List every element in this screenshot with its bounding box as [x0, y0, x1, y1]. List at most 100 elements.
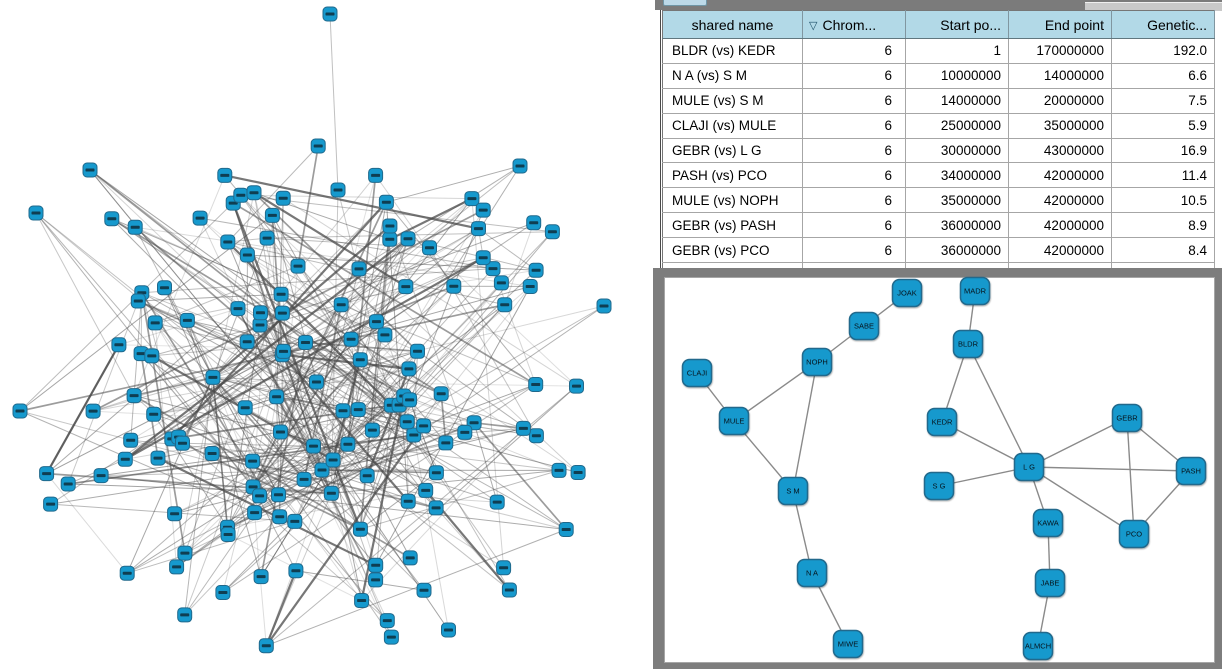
table-cell[interactable]: 6: [802, 212, 906, 239]
table-cell[interactable]: 25000000: [905, 113, 1009, 139]
graph-node[interactable]: [130, 293, 146, 309]
graph-node[interactable]: [418, 482, 434, 498]
graph-node[interactable]: [528, 262, 544, 278]
graph-node[interactable]: [333, 297, 349, 313]
graph-node[interactable]: [368, 557, 384, 573]
graph-node-PASH[interactable]: PASH: [1175, 456, 1207, 486]
graph-node[interactable]: [368, 572, 384, 588]
table-cell[interactable]: 6: [802, 113, 906, 139]
graph-node[interactable]: [179, 312, 195, 328]
graph-node[interactable]: [379, 613, 395, 629]
graph-node[interactable]: [400, 493, 416, 509]
graph-node[interactable]: [596, 298, 612, 314]
graph-node[interactable]: [287, 513, 303, 529]
cell-shared-name[interactable]: N A (vs) S M: [662, 63, 803, 89]
table-cell[interactable]: 6.6: [1111, 63, 1215, 89]
graph-node[interactable]: [253, 305, 268, 321]
table-cell[interactable]: 14000000: [1008, 63, 1112, 89]
graph-node[interactable]: [330, 182, 346, 198]
graph-node[interactable]: [323, 485, 339, 501]
graph-node[interactable]: [273, 286, 289, 302]
table-cell[interactable]: 42000000: [1008, 237, 1112, 264]
graph-node[interactable]: [146, 406, 162, 422]
graph-node[interactable]: [570, 465, 586, 480]
graph-node[interactable]: [220, 527, 236, 542]
graph-node[interactable]: [272, 509, 288, 525]
graph-node[interactable]: [359, 468, 375, 484]
graph-node[interactable]: [402, 550, 418, 566]
graph-node[interactable]: [485, 261, 501, 277]
table-cell[interactable]: 10.5: [1111, 187, 1215, 214]
graph-node[interactable]: [489, 494, 505, 510]
table-cell[interactable]: 7.5: [1111, 88, 1215, 114]
graph-node[interactable]: [382, 231, 398, 247]
graph-node[interactable]: [271, 487, 286, 503]
table-row[interactable]: MULE (vs) S M 6 14000000 20000000 7.5: [662, 88, 1215, 114]
graph-node-KEDR[interactable]: KEDR: [926, 407, 958, 437]
table-row[interactable]: N A (vs) S M 6 10000000 14000000 6.6: [662, 63, 1215, 89]
table-cell[interactable]: 6: [802, 138, 906, 164]
graph-node[interactable]: [288, 563, 304, 579]
graph-node[interactable]: [501, 582, 517, 598]
graph-node[interactable]: [438, 435, 454, 451]
graph-node[interactable]: [290, 258, 306, 274]
graph-node[interactable]: [475, 202, 491, 218]
graph-node[interactable]: [378, 194, 394, 210]
graph-node[interactable]: [352, 352, 368, 368]
graph-node[interactable]: [528, 428, 544, 444]
graph-node[interactable]: [274, 305, 290, 321]
cell-shared-name[interactable]: GEBR (vs) PASH: [662, 212, 803, 239]
graph-node[interactable]: [377, 327, 393, 343]
graph-node[interactable]: [441, 622, 456, 638]
graph-node-LG[interactable]: L G: [1013, 452, 1045, 482]
graph-node[interactable]: [111, 337, 127, 353]
graph-node-SABE[interactable]: SABE: [848, 311, 880, 341]
graph-node[interactable]: [177, 607, 193, 623]
graph-node[interactable]: [422, 240, 437, 256]
graph-node[interactable]: [368, 167, 384, 183]
graph-node[interactable]: [352, 521, 368, 537]
table-row[interactable]: GEBR (vs) PASH 6 36000000 42000000 8.9: [662, 212, 1215, 239]
column-header-genetic-[interactable]: Genetic...: [1111, 10, 1215, 39]
graph-edge-LG-PCO[interactable]: [1028, 466, 1135, 535]
graph-node-PCO[interactable]: PCO: [1118, 519, 1150, 549]
table-cell[interactable]: 36000000: [905, 237, 1009, 264]
graph-node[interactable]: [383, 629, 399, 645]
table-cell[interactable]: 30000000: [905, 138, 1009, 164]
graph-node[interactable]: [252, 488, 268, 504]
graph-node[interactable]: [127, 219, 143, 235]
graph-node[interactable]: [147, 315, 163, 331]
graph-node[interactable]: [60, 476, 76, 492]
graph-node[interactable]: [309, 374, 324, 390]
graph-node[interactable]: [351, 261, 367, 277]
graph-node[interactable]: [428, 500, 444, 516]
filter-icon[interactable]: ▽: [809, 19, 818, 32]
graph-node[interactable]: [233, 187, 249, 203]
graph-node[interactable]: [314, 462, 330, 478]
graph-node[interactable]: [528, 377, 544, 392]
graph-node[interactable]: [220, 234, 236, 250]
table-row[interactable]: BLDR (vs) KEDR 6 1 170000000 192.0: [662, 38, 1215, 64]
graph-node[interactable]: [169, 559, 185, 575]
graph-node[interactable]: [464, 191, 480, 207]
graph-node-NOPH[interactable]: NOPH: [801, 347, 833, 377]
table-cell[interactable]: 14000000: [905, 88, 1009, 114]
table-cell[interactable]: 8.4: [1111, 237, 1215, 264]
graph-node[interactable]: [43, 496, 59, 512]
graph-node-NA[interactable]: N A: [796, 558, 828, 588]
table-cell[interactable]: 6: [802, 38, 906, 64]
panel-tab-stub[interactable]: [663, 0, 707, 6]
cell-shared-name[interactable]: GEBR (vs) L G: [662, 138, 803, 164]
table-cell[interactable]: 34000000: [905, 162, 1009, 189]
graph-node[interactable]: [569, 378, 584, 394]
graph-node[interactable]: [275, 190, 291, 206]
table-cell[interactable]: 8.9: [1111, 212, 1215, 239]
graph-node[interactable]: [239, 334, 255, 350]
cell-shared-name[interactable]: PASH (vs) PCO: [662, 162, 803, 189]
graph-node[interactable]: [398, 279, 414, 295]
table-cell[interactable]: 35000000: [1008, 113, 1112, 139]
table-row[interactable]: CLAJI (vs) MULE 6 25000000 35000000 5.9: [662, 113, 1215, 139]
graph-edge-LG-GEBR[interactable]: [1028, 417, 1128, 468]
cell-shared-name[interactable]: MULE (vs) NOPH: [662, 187, 803, 214]
graph-node[interactable]: [558, 522, 574, 537]
